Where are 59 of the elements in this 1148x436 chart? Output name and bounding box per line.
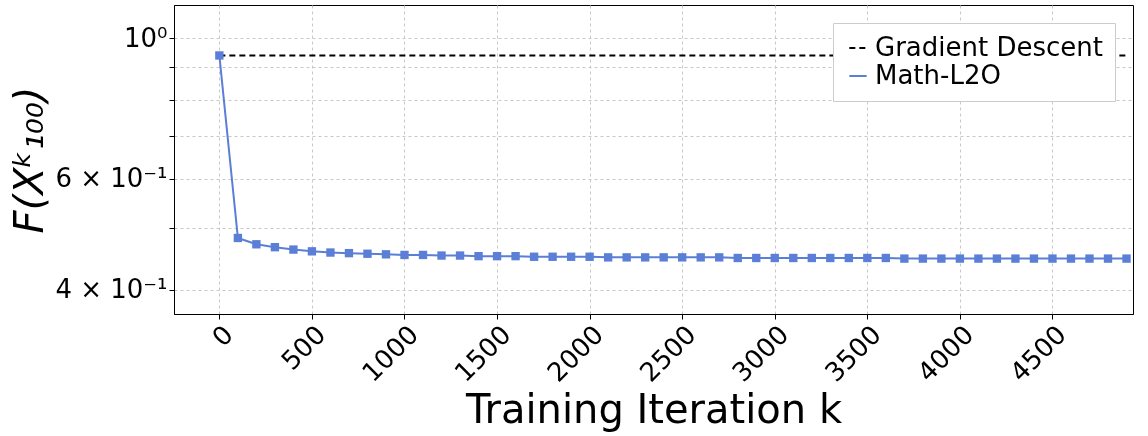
point <box>863 253 872 263</box>
point <box>881 253 891 263</box>
point <box>418 250 428 260</box>
point <box>233 233 243 243</box>
point <box>289 245 298 254</box>
point <box>566 252 576 261</box>
point <box>678 253 687 262</box>
point <box>548 252 557 261</box>
point <box>696 253 705 262</box>
point <box>640 253 650 262</box>
point <box>1085 254 1094 263</box>
point <box>1029 254 1039 263</box>
point <box>400 250 409 260</box>
point <box>789 253 798 263</box>
y-axis-title: F(Xᵏ₁₀₀) <box>6 86 53 234</box>
point <box>326 248 335 257</box>
point <box>381 250 391 259</box>
point <box>844 253 853 263</box>
y-tick-label: 4 × 10⁻¹ <box>55 274 168 305</box>
point <box>918 254 928 263</box>
point <box>992 254 1002 263</box>
point <box>659 253 668 262</box>
x-tick-label: 0 <box>206 319 239 353</box>
point <box>900 254 909 263</box>
point <box>585 252 594 261</box>
point <box>307 247 317 256</box>
point <box>826 253 835 263</box>
point <box>1103 254 1113 263</box>
point <box>955 254 965 263</box>
point <box>622 253 631 262</box>
point <box>1122 254 1131 263</box>
point <box>733 253 742 263</box>
point <box>252 240 261 249</box>
point <box>603 253 613 262</box>
legend-label: Gradient Descent <box>875 32 1103 62</box>
x-axis-title: Training Iteration k <box>464 385 843 432</box>
point <box>474 251 483 261</box>
point <box>715 253 724 262</box>
point <box>529 252 539 261</box>
point <box>752 253 761 263</box>
point <box>215 51 224 60</box>
point <box>1011 254 1020 263</box>
point <box>344 248 354 258</box>
point <box>770 253 779 263</box>
point <box>807 253 816 263</box>
y-tick-label: 10⁰ <box>123 23 168 53</box>
point <box>270 243 280 252</box>
point <box>437 251 446 260</box>
point <box>937 254 946 263</box>
point <box>455 251 465 260</box>
point <box>1048 254 1057 263</box>
point <box>511 251 520 261</box>
point <box>492 251 502 261</box>
point <box>974 254 983 263</box>
point <box>363 249 372 258</box>
legend-label: Math-L2O <box>875 60 1001 90</box>
x-tick-label: 500 <box>275 319 332 376</box>
point <box>1066 254 1076 263</box>
y-tick-label: 6 × 10⁻¹ <box>55 163 168 194</box>
